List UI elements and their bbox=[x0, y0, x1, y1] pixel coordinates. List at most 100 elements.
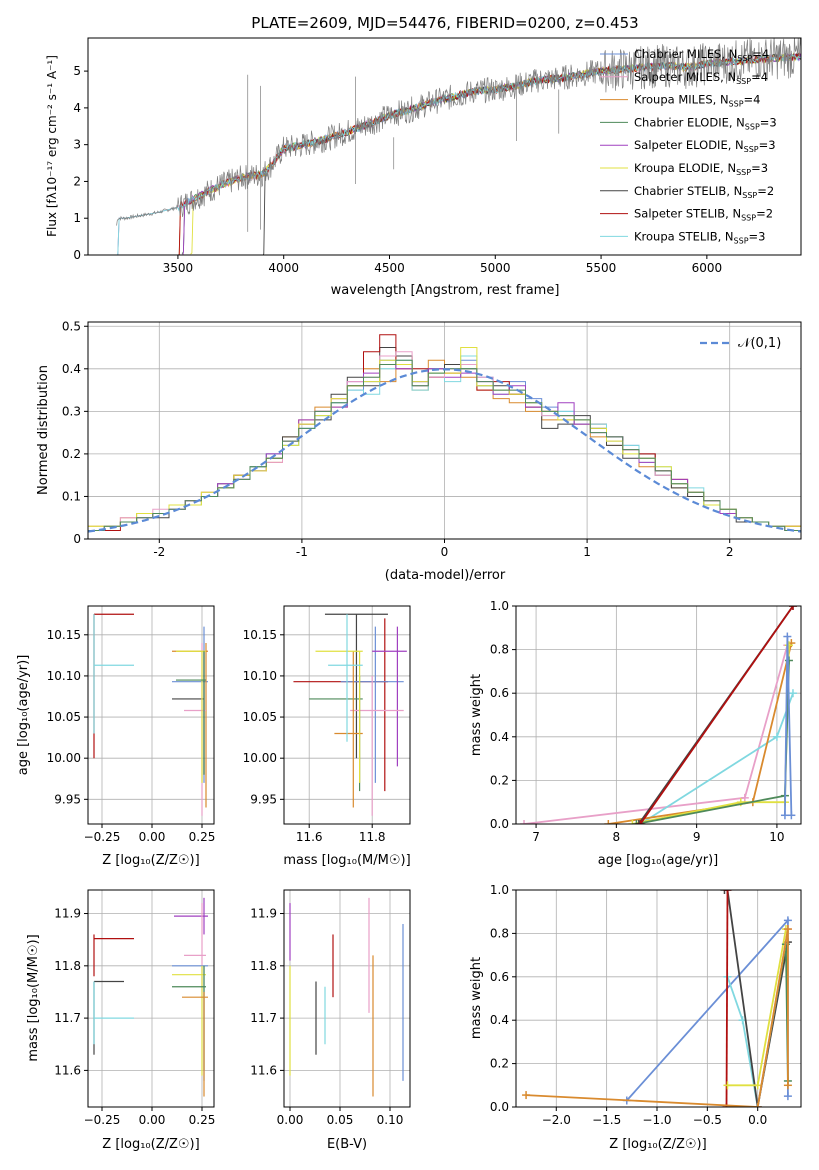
y-tick-label: 11.6 bbox=[54, 1063, 81, 1077]
y-tick-label: 10.05 bbox=[243, 710, 277, 724]
weight-line bbox=[639, 606, 794, 824]
y-tick-label: 10.00 bbox=[243, 751, 277, 765]
x-tick-label: 0.0 bbox=[748, 1113, 767, 1127]
y-tick-label: 0.8 bbox=[490, 926, 509, 940]
x-tick-label: −2.0 bbox=[542, 1113, 571, 1127]
spectrum-xlabel: wavelength [Angstrom, rest frame] bbox=[331, 283, 560, 298]
model-line bbox=[116, 53, 801, 255]
y-tick-label: 10.15 bbox=[243, 628, 277, 642]
axes-frame bbox=[87, 37, 802, 256]
legend-suffix: =3 bbox=[760, 115, 777, 129]
x-tick-label: −0.5 bbox=[693, 1113, 722, 1127]
legend-subscript: SSP bbox=[734, 236, 749, 245]
y-tick-label: 0.0 bbox=[490, 817, 509, 831]
plot-layer bbox=[116, 38, 801, 255]
y-tick-label: 4 bbox=[73, 101, 81, 115]
x-tick-label: 11.8 bbox=[359, 830, 386, 844]
model-line bbox=[116, 53, 801, 255]
y-tick-label: 0.4 bbox=[490, 1013, 509, 1027]
panel-age-vs-z: −0.25 0.00 0.25 9.95 10.00 10.05 10.10 10.15 Z … bbox=[16, 605, 216, 868]
plot-layer bbox=[93, 613, 208, 816]
x-tick-label: −0.25 bbox=[84, 1113, 121, 1127]
y-tick-label: 9.95 bbox=[250, 792, 277, 806]
legend-suffix: =3 bbox=[759, 138, 776, 152]
y-tick-label: 11.8 bbox=[250, 959, 277, 973]
legend-subscript: SSP bbox=[736, 77, 751, 86]
y-tick-label: 0.4 bbox=[62, 362, 81, 376]
legend-label: Chabrier ELODIE, NSSP=3 bbox=[634, 115, 777, 131]
model-line bbox=[177, 52, 801, 255]
axes-frame bbox=[87, 889, 215, 1108]
legend-label: Chabrier MILES, NSSP=4 bbox=[634, 47, 769, 63]
x-tick-label: −1.5 bbox=[592, 1113, 621, 1127]
model-line bbox=[116, 52, 801, 255]
age-vs-z-plot-area: −0.25 0.00 0.25 9.95 10.00 10.05 10.10 10.15 bbox=[47, 605, 216, 844]
y-tick-label: 0.3 bbox=[62, 404, 81, 418]
weight-line bbox=[632, 645, 790, 824]
x-tick-label: −1.0 bbox=[642, 1113, 671, 1127]
plot-layer bbox=[522, 890, 792, 1107]
panel-weight-vs-z: −2.0 −1.5 −1.0 −0.5 0.0 0.0 0.2 0.4 0.6 0.8 1.0 Z … bbox=[469, 883, 802, 1152]
y-tick-label: 0.4 bbox=[490, 730, 509, 744]
legend-label: Kroupa MILES, NSSP=4 bbox=[634, 93, 760, 109]
legend-subscript: SSP bbox=[741, 214, 756, 223]
weight-line bbox=[636, 660, 790, 824]
weight-line bbox=[725, 890, 729, 1107]
mass-vs-z-ylabel: mass [log₁₀(M/M☉)] bbox=[26, 934, 41, 1061]
x-tick-label: 9 bbox=[693, 830, 701, 844]
residuals-plot-area: 𝒩(0,1) -2 -1 0 1 2 0 0.1 0.2 0.3 0.4 0.5 bbox=[62, 319, 802, 559]
weight-vs-age-plot-area: 7 8 9 10 0.0 0.2 0.4 0.6 0.8 1.0 bbox=[490, 599, 802, 844]
y-tick-label: 9.95 bbox=[54, 792, 81, 806]
x-tick-label: 0.00 bbox=[139, 1113, 166, 1127]
y-tick-label: 10.15 bbox=[47, 628, 81, 642]
x-tick-label: 4500 bbox=[374, 261, 405, 275]
y-tick-label: 11.8 bbox=[54, 959, 81, 973]
age-vs-z-xlabel: Z [log₁₀(Z/Z☉)] bbox=[102, 853, 199, 868]
legend-label: Salpeter MILES, NSSP=4 bbox=[634, 70, 768, 86]
y-tick-label: 0 bbox=[73, 532, 81, 546]
legend-subscript: SSP bbox=[745, 122, 760, 131]
x-tick-label: 0.25 bbox=[189, 1113, 216, 1127]
x-tick-label: 0.00 bbox=[277, 1113, 304, 1127]
weight-vs-z-ylabel: mass weight bbox=[469, 957, 484, 1039]
y-tick-label: 1 bbox=[73, 211, 81, 225]
legend-label: Kroupa STELIB, NSSP=3 bbox=[634, 229, 765, 245]
residuals-ylabel: Normed distribution bbox=[36, 365, 51, 495]
axes-frame bbox=[283, 889, 411, 1108]
axes-frame bbox=[283, 605, 411, 825]
x-tick-label: 3500 bbox=[163, 261, 194, 275]
legend-label: 𝒩(0,1) bbox=[738, 336, 781, 351]
legend-subscript: SSP bbox=[737, 54, 752, 63]
x-tick-label: 0.10 bbox=[377, 1113, 404, 1127]
y-tick-label: 0.6 bbox=[490, 970, 509, 984]
histogram-series bbox=[88, 359, 801, 539]
y-tick-label: 10.10 bbox=[243, 669, 277, 683]
spectrum-title: PLATE=2609, MJD=54476, FIBERID=0200, z=0… bbox=[251, 14, 638, 32]
y-tick-label: 11.7 bbox=[250, 1011, 277, 1025]
legend-suffix: =4 bbox=[752, 47, 769, 61]
x-tick-label: 7 bbox=[532, 830, 540, 844]
x-tick-label: 5500 bbox=[586, 261, 617, 275]
legend-label: Salpeter STELIB, NSSP=2 bbox=[634, 207, 773, 223]
x-tick-label: -1 bbox=[296, 545, 308, 559]
panel-mass-vs-z: −0.25 0.00 0.25 11.6 11.7 11.8 11.9 Z [log₁₀(Z… bbox=[26, 889, 216, 1152]
y-tick-label: 11.7 bbox=[54, 1011, 81, 1025]
mass-vs-ebv-plot-area: 0.00 0.05 0.10 11.6 11.7 11.8 11.9 bbox=[250, 889, 411, 1127]
y-tick-label: 0.0 bbox=[490, 1100, 509, 1114]
legend-suffix: =4 bbox=[751, 70, 768, 84]
legend-label: Kroupa ELODIE, NSSP=3 bbox=[634, 161, 768, 177]
weight-line bbox=[526, 928, 789, 1107]
x-tick-label: −0.25 bbox=[84, 830, 121, 844]
plot-layer bbox=[88, 334, 801, 539]
y-tick-label: 11.6 bbox=[250, 1063, 277, 1077]
x-tick-label: -2 bbox=[153, 545, 165, 559]
axes-frame bbox=[87, 605, 215, 825]
x-tick-label: 0.25 bbox=[189, 830, 216, 844]
panel-residuals: 𝒩(0,1) -2 -1 0 1 2 0 0.1 0.2 0.3 0.4 0.5 (data-mode… bbox=[36, 319, 802, 583]
legend-subscript: SSP bbox=[744, 145, 759, 154]
panel-weight-vs-age: 7 8 9 10 0.0 0.2 0.4 0.6 0.8 1.0 age [log₁₀(age/y… bbox=[469, 599, 802, 868]
weight-line bbox=[724, 890, 789, 1107]
x-tick-label: 8 bbox=[613, 830, 621, 844]
residuals-xlabel: (data-model)/error bbox=[385, 568, 506, 583]
panel-mass-vs-ebv: 0.00 0.05 0.10 11.6 11.7 11.8 11.9 E(B-V) bbox=[250, 889, 411, 1152]
